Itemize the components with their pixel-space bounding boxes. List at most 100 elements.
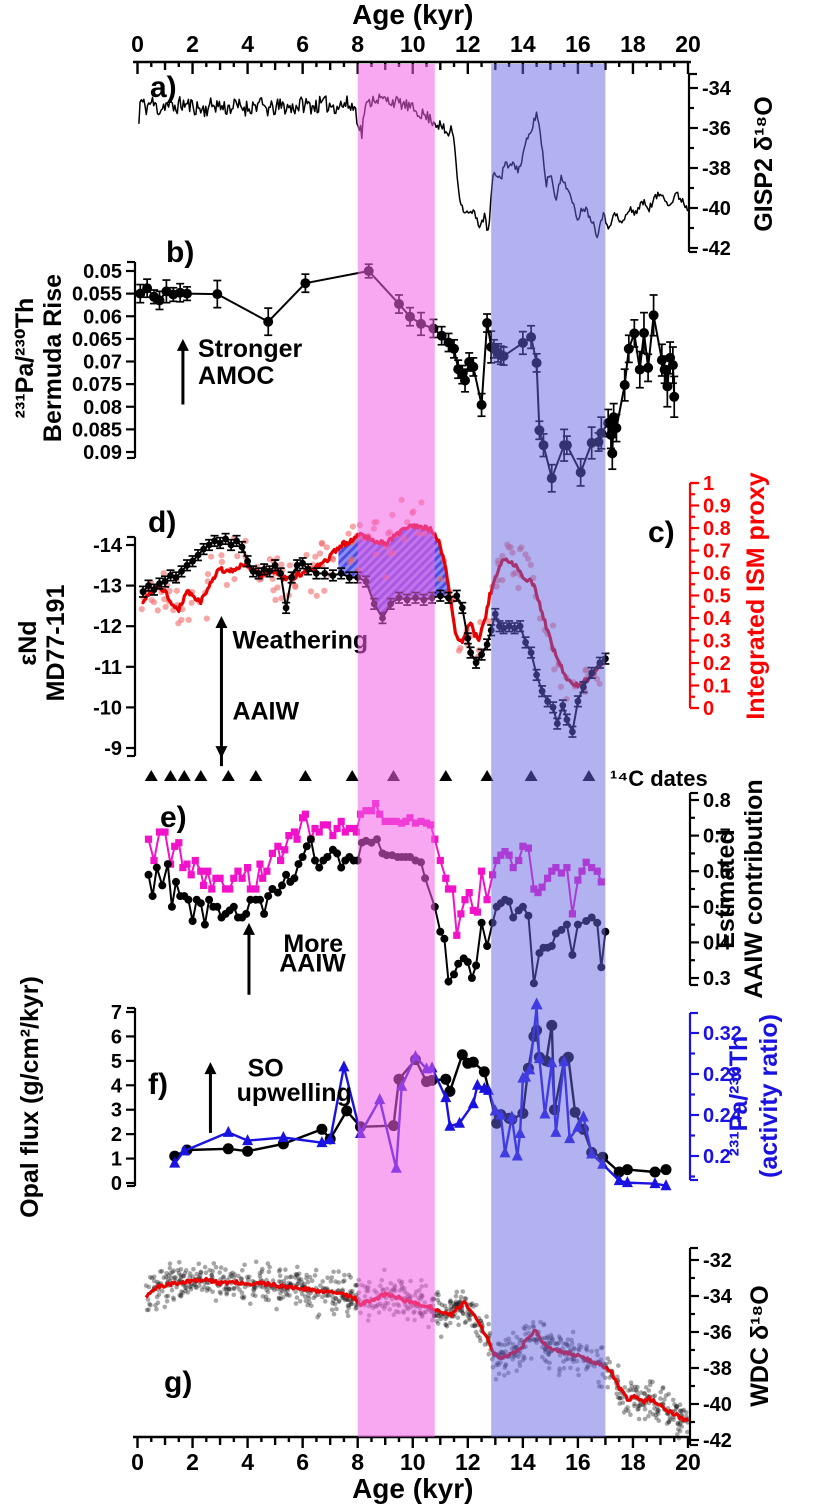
svg-text:(activity ratio): (activity ratio): [755, 1014, 783, 1178]
svg-text:Opal flux (g/cm²/kyr): Opal flux (g/cm²/kyr): [16, 976, 44, 1218]
axis-f: [126, 1006, 137, 1188]
svg-text:0.8: 0.8: [703, 790, 731, 812]
svg-text:0.32: 0.32: [703, 1023, 742, 1045]
svg-text:-9: -9: [104, 738, 122, 760]
svg-text:1: 1: [111, 1149, 122, 1171]
svg-text:0.055: 0.055: [72, 284, 122, 306]
c14-triangle: [221, 770, 235, 781]
c14-triangle: [298, 770, 312, 781]
panel-letter-g: g): [164, 1366, 192, 1399]
axis-f-title: Opal flux (g/cm²/kyr): [16, 976, 44, 1218]
svg-text:0.9: 0.9: [703, 496, 731, 518]
svg-text:Estimated: Estimated: [712, 829, 740, 948]
svg-text:0.08: 0.08: [83, 397, 122, 419]
svg-text:0.6: 0.6: [703, 861, 731, 883]
c14-dates-row: ¹⁴C dates: [144, 766, 708, 791]
top-age-axis-title: Age (kyr): [352, 0, 473, 30]
axis-g: [688, 1246, 699, 1447]
svg-text:-38: -38: [702, 158, 731, 180]
svg-text:10: 10: [400, 1449, 426, 1475]
svg-text:6: 6: [111, 1026, 122, 1048]
panel-letter-c: c): [648, 516, 675, 549]
svg-text:0: 0: [703, 698, 714, 720]
svg-text:0.07: 0.07: [83, 352, 122, 374]
svg-text:WDC δ¹⁸O: WDC δ¹⁸O: [746, 1285, 774, 1406]
axis-a: [687, 72, 698, 254]
panel-letter-d: d): [148, 506, 176, 539]
svg-text:-42: -42: [703, 1430, 732, 1452]
panel-letter-b: b): [166, 236, 194, 269]
early-holocene-band: [357, 64, 435, 1437]
axis-d-title: εNd MD77-191: [14, 585, 70, 702]
annotation-text: AMOC: [198, 362, 274, 390]
annotation-text: SO: [248, 1055, 284, 1083]
annotation-text: Weathering: [232, 627, 368, 655]
svg-text:²³¹Pa/²³⁰Th: ²³¹Pa/²³⁰Th: [725, 1036, 753, 1157]
svg-text:MD77-191: MD77-191: [42, 585, 70, 702]
axis-c-labels: 10.90.80.70.60.50.40.30.20.10: [703, 473, 732, 720]
annotation-text: upwelling: [237, 1079, 352, 1107]
axis-f-labels: 76 54 32 10: [111, 1002, 123, 1195]
svg-text:0.05: 0.05: [83, 261, 122, 283]
svg-text:AAIW contribution: AAIW contribution: [740, 779, 768, 998]
svg-text:2: 2: [111, 1124, 122, 1146]
svg-text:-10: -10: [93, 697, 122, 719]
svg-text:0.06: 0.06: [83, 306, 122, 328]
svg-text:16: 16: [565, 1449, 591, 1475]
bottom-age-axis-title: Age (kyr): [352, 1473, 473, 1504]
panel-g: -32 -34 -36 -38 -40 -42 WDC δ¹⁸O g): [143, 1246, 774, 1452]
svg-text:6: 6: [296, 1449, 309, 1475]
svg-text:1: 1: [703, 473, 714, 495]
c14-triangle: [439, 770, 453, 781]
axis-d: [126, 535, 137, 758]
svg-text:0.5: 0.5: [703, 586, 731, 608]
svg-text:0.065: 0.065: [72, 329, 122, 351]
svg-text:12: 12: [455, 31, 481, 57]
panel-a: -34 -36 -38 -40 -42 GISP2 δ¹⁸O a): [138, 71, 778, 260]
annotation-arrow: [242, 922, 255, 995]
c14-triangle: [345, 770, 359, 781]
axis-e-labels: 0.8 0.7 0.6 0.5 0.4 0.3: [703, 790, 732, 990]
axis-f2: [688, 1011, 699, 1182]
svg-text:0.28: 0.28: [703, 1064, 742, 1086]
svg-text:4: 4: [241, 31, 254, 57]
panel-letter-e: e): [160, 801, 187, 834]
svg-text:0.085: 0.085: [72, 419, 122, 441]
svg-text:-12: -12: [93, 616, 122, 638]
svg-text:3: 3: [111, 1100, 122, 1122]
svg-text:20: 20: [675, 1449, 701, 1475]
svg-text:-40: -40: [703, 1394, 732, 1416]
annotation-text: AAIW: [232, 698, 299, 726]
c14-dates-label: ¹⁴C dates: [610, 766, 708, 791]
svg-text:-36: -36: [703, 1322, 732, 1344]
c14-triangle: [480, 770, 494, 781]
svg-text:0.24: 0.24: [703, 1105, 743, 1127]
c14-triangle: [164, 770, 178, 781]
svg-text:-40: -40: [702, 198, 731, 220]
svg-text:0.2: 0.2: [703, 653, 731, 675]
svg-text:16: 16: [565, 31, 591, 57]
svg-text:Integrated ISM proxy: Integrated ISM proxy: [742, 472, 770, 719]
svg-text:0.7: 0.7: [703, 541, 731, 563]
svg-text:0.7: 0.7: [703, 826, 731, 848]
svg-text:10: 10: [400, 31, 426, 57]
annotation-text: AAIW: [279, 950, 346, 978]
svg-text:18: 18: [620, 1449, 646, 1475]
svg-text:0.1: 0.1: [703, 676, 731, 698]
c14-triangle: [144, 770, 158, 781]
svg-text:-42: -42: [702, 238, 731, 260]
axis-e: [688, 791, 699, 987]
bottom-age-axis: [133, 1435, 691, 1448]
svg-text:-34: -34: [702, 78, 732, 100]
axis-a-labels: -34 -36 -38 -40 -42: [702, 78, 732, 260]
axis-b-title: ²³¹Pa/²³⁰Th Bermuda Rise: [11, 274, 67, 442]
annotation-arrow: [204, 1062, 217, 1133]
svg-text:4: 4: [241, 1449, 254, 1475]
svg-text:-11: -11: [94, 657, 122, 679]
svg-text:6: 6: [296, 31, 309, 57]
top-age-axis-labels: 0 2 4 6 8 10 12 14 16 18 20 Age (kyr): [131, 0, 701, 57]
svg-text:0.6: 0.6: [703, 563, 731, 585]
